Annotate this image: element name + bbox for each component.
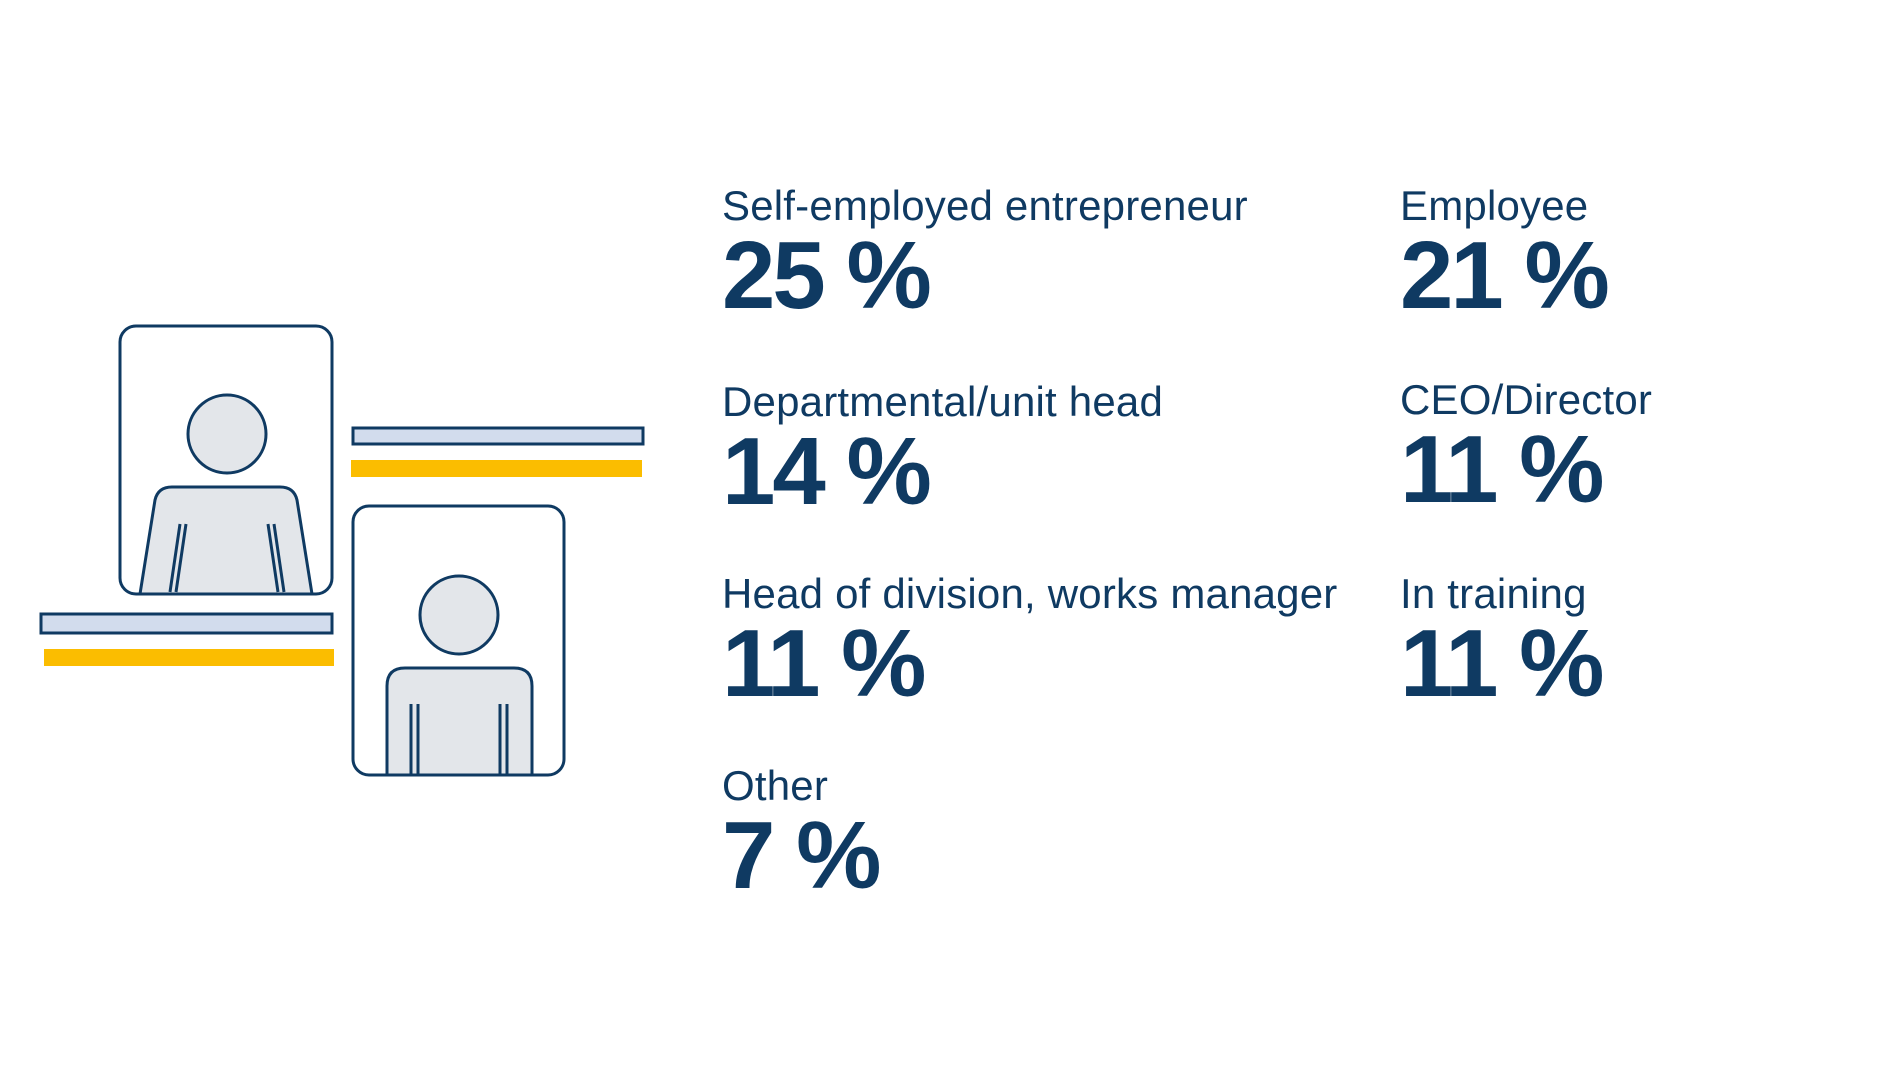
stat-label: Self-employed entrepreneur <box>722 182 1248 229</box>
stat-in-training: In training 11 % <box>1400 570 1605 717</box>
stat-departmental-head: Departmental/unit head 14 % <box>722 378 1163 522</box>
stat-head-of-division: Head of division, works manager 11 % <box>722 570 1338 714</box>
stat-label: CEO/Director <box>1400 376 1653 423</box>
shelf-upper <box>351 426 645 446</box>
accent-bar-lower <box>44 649 334 666</box>
stat-employee: Employee 21 % <box>1400 182 1610 329</box>
stat-label: Other <box>722 762 829 809</box>
stat-label: Head of division, works manager <box>722 570 1338 617</box>
stat-label: In training <box>1400 570 1587 617</box>
workplace-illustration <box>39 324 645 777</box>
stat-value: 11 % <box>1400 610 1605 717</box>
stat-value: 11 % <box>1400 416 1605 523</box>
stat-value: 14 % <box>722 418 932 525</box>
stat-value: 25 % <box>722 222 932 329</box>
accent-bar-upper <box>351 460 642 477</box>
person-frame-icon <box>118 324 334 596</box>
stat-label: Departmental/unit head <box>722 378 1164 425</box>
stat-ceo-director: CEO/Director 11 % <box>1400 376 1652 520</box>
person-frame-icon <box>351 504 566 777</box>
stat-value: 7 % <box>722 802 881 909</box>
stat-other: Other 7 % <box>722 762 881 909</box>
stat-self-employed: Self-employed entrepreneur 25 % <box>722 182 1248 326</box>
shelf-lower <box>39 612 334 635</box>
stat-value: 21 % <box>1400 222 1610 329</box>
stat-label: Employee <box>1400 182 1589 229</box>
stat-value: 11 % <box>722 610 927 717</box>
